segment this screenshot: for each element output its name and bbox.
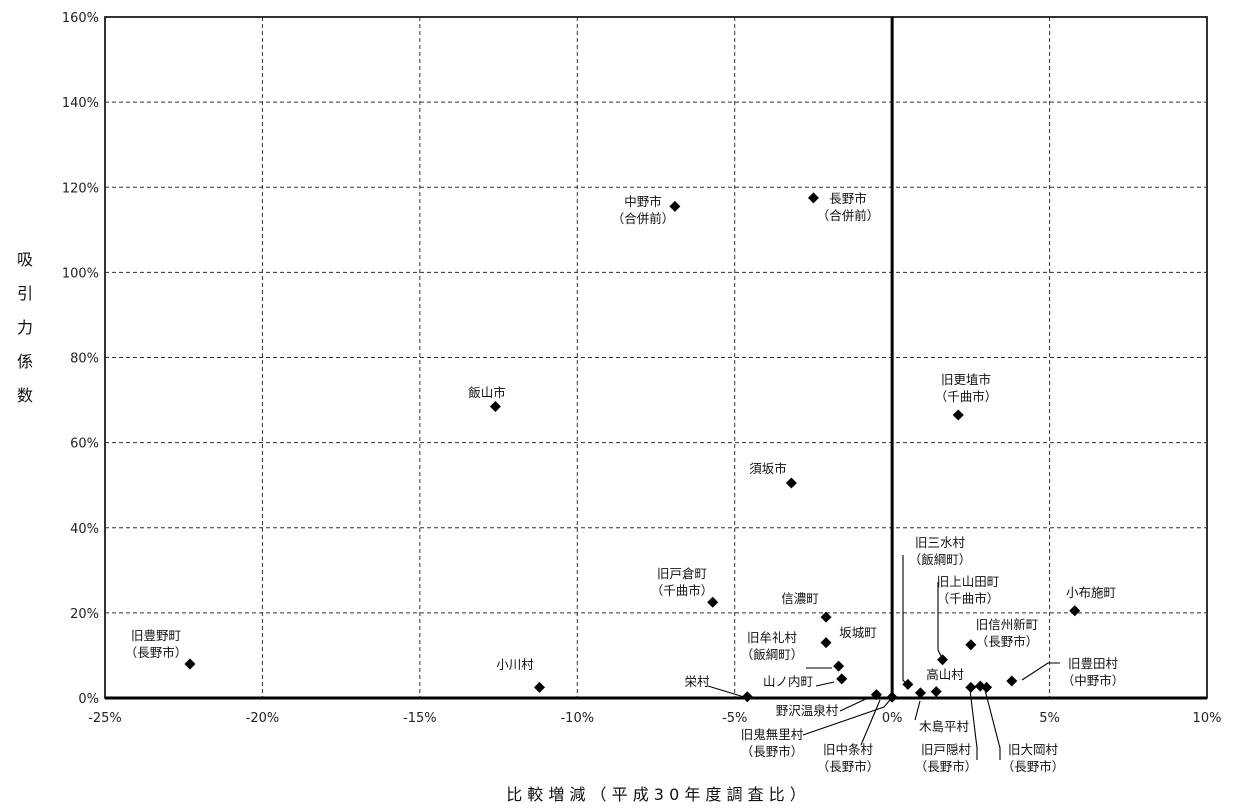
tick-labels: -25% -20% -15% -10% -5% 0% 5% 10% 0% 20% 40% 60% 80%… [62, 11, 1222, 726]
point-label: 旧中条村（長野市） [817, 742, 880, 774]
point-label: 木島平村 [919, 719, 970, 734]
point-label: 旧戸隠村（長野市） [915, 742, 978, 774]
point-label: 旧信州新町（長野市） [976, 617, 1039, 649]
point-label: 飯山市 [468, 385, 506, 400]
point-label: 中野市（合併前） [612, 194, 675, 226]
data-point [707, 596, 719, 608]
y-tick-label: 20% [70, 607, 99, 622]
y-tick-label: 100% [62, 266, 99, 281]
data-point [930, 686, 942, 698]
point-label: 旧更埴市（千曲市） [935, 372, 998, 404]
gridlines [105, 17, 1207, 698]
point-label: 小川村 [496, 657, 534, 672]
y-tick-label: 80% [70, 352, 99, 367]
data-point [489, 400, 501, 412]
data-point [785, 477, 797, 489]
point-label: 旧豊野町（長野市） [125, 628, 188, 660]
data-point [937, 654, 949, 666]
data-point [914, 687, 926, 699]
point-label: 高山村 [926, 667, 964, 682]
leader-line [984, 689, 1001, 760]
y-tick-label: 120% [62, 181, 99, 196]
point-label: 旧上山田町（千曲市） [937, 574, 1000, 606]
x-tick-label: 5% [1039, 711, 1060, 726]
y-tick-label: 160% [62, 11, 99, 26]
data-point [741, 691, 753, 703]
data-point [807, 192, 819, 204]
data-point [965, 681, 977, 693]
leader-line [802, 699, 891, 736]
point-label: 信濃町 [781, 591, 819, 606]
data-point [833, 660, 845, 672]
data-point [669, 200, 681, 212]
x-tick-label: -20% [246, 711, 280, 726]
point-label: 須坂市 [749, 461, 787, 476]
point-label: 旧三水村（飯綱町） [909, 535, 972, 567]
point-label: 野沢温泉村 [776, 703, 839, 718]
y-tick-label: 0% [78, 692, 99, 707]
leader-line [815, 681, 835, 687]
leader-line [914, 700, 921, 721]
y-axis-title: 吸引力係数 [17, 250, 33, 405]
data-point [981, 681, 993, 693]
point-labels: 長野市（合併前） 中野市（合併前） 飯山市 旧更埴市（千曲市） 須坂市旧戸倉町（千曲市）… [125, 191, 1125, 774]
point-label: 旧戸倉町（千曲市） [651, 566, 714, 598]
leader-line [839, 696, 871, 712]
data-point [1006, 675, 1018, 687]
point-label: 旧大岡村（長野市） [1002, 742, 1065, 774]
data-point [820, 637, 832, 649]
x-tick-label: -15% [403, 711, 437, 726]
data-point [184, 658, 196, 670]
x-tick-label: -25% [88, 711, 122, 726]
point-label: 小布施町 [1066, 585, 1116, 600]
y-tick-label: 140% [62, 96, 99, 111]
point-label: 旧豊田村（中野市） [1062, 656, 1125, 688]
data-point [886, 691, 898, 703]
data-point [965, 639, 977, 651]
data-point [534, 681, 546, 693]
data-point [836, 673, 848, 685]
point-label: 栄村 [684, 674, 710, 689]
point-label: 山ノ内町 [763, 674, 813, 689]
data-point [902, 678, 914, 690]
leader-line [860, 699, 881, 746]
x-tick-label: 0% [882, 711, 903, 726]
leader-line [707, 685, 745, 698]
point-label: 旧牟礼村（飯綱町） [741, 630, 804, 662]
x-axis-title: 比 較 増 減 （ 平 成 3 0 年 度 調 査 比 ） [506, 785, 806, 804]
data-points [184, 192, 1081, 703]
leader-line [969, 689, 978, 760]
data-point [870, 689, 882, 701]
data-point [1069, 605, 1081, 617]
data-point [820, 611, 832, 623]
y-tick-label: 60% [70, 437, 99, 452]
x-tick-label: -5% [722, 711, 747, 726]
data-point [952, 409, 964, 421]
leader-line [1021, 662, 1060, 681]
point-label: 旧鬼無里村（長野市） [741, 727, 804, 759]
axes [105, 17, 1207, 700]
x-tick-label: -10% [560, 711, 594, 726]
point-label: 長野市（合併前） [817, 191, 880, 223]
y-tick-label: 40% [70, 522, 99, 537]
point-label: 坂城町 [839, 625, 877, 640]
x-tick-label: 10% [1193, 711, 1222, 726]
